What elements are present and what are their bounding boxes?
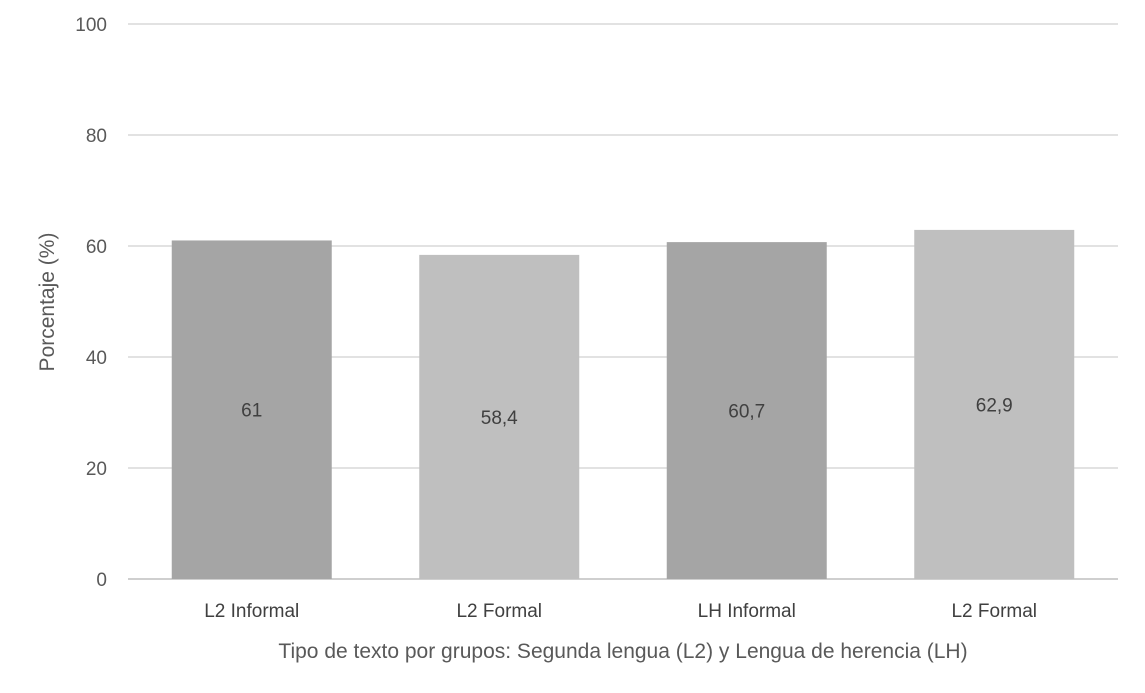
data-label-1: 61 (241, 401, 262, 422)
y-axis-title: Porcentaje (%) (36, 233, 59, 372)
data-label-3: 60,7 (728, 402, 765, 423)
y-tick-label-100: 100 (75, 15, 107, 36)
y-tick-label-60: 60 (86, 237, 107, 258)
y-tick-label-20: 20 (86, 459, 107, 480)
x-category-label-2: L2 Formal (456, 601, 542, 622)
data-label-2: 58,4 (481, 408, 518, 429)
y-tick-label-0: 0 (96, 570, 107, 591)
bar-2 (419, 254, 580, 579)
bar-4 (914, 229, 1075, 579)
x-axis-categories: L2 Informal L2 Formal LH Informal L2 Formal (204, 601, 1037, 622)
data-label-4: 62,9 (976, 395, 1013, 416)
data-labels: 61 58,4 60,7 62,9 (241, 395, 1013, 428)
bar-1 (171, 240, 332, 579)
y-axis-ticks: 0 20 40 60 80 100 (75, 15, 107, 591)
y-tick-label-80: 80 (86, 126, 107, 147)
x-axis-title: Tipo de texto por grupos: Segunda lengua… (278, 640, 967, 663)
bar-3 (666, 242, 827, 580)
x-category-label-1: L2 Informal (204, 601, 299, 622)
y-tick-label-40: 40 (86, 348, 107, 369)
bars (171, 229, 1075, 580)
x-category-label-4: L2 Formal (951, 601, 1037, 622)
x-category-label-3: LH Informal (698, 601, 796, 622)
